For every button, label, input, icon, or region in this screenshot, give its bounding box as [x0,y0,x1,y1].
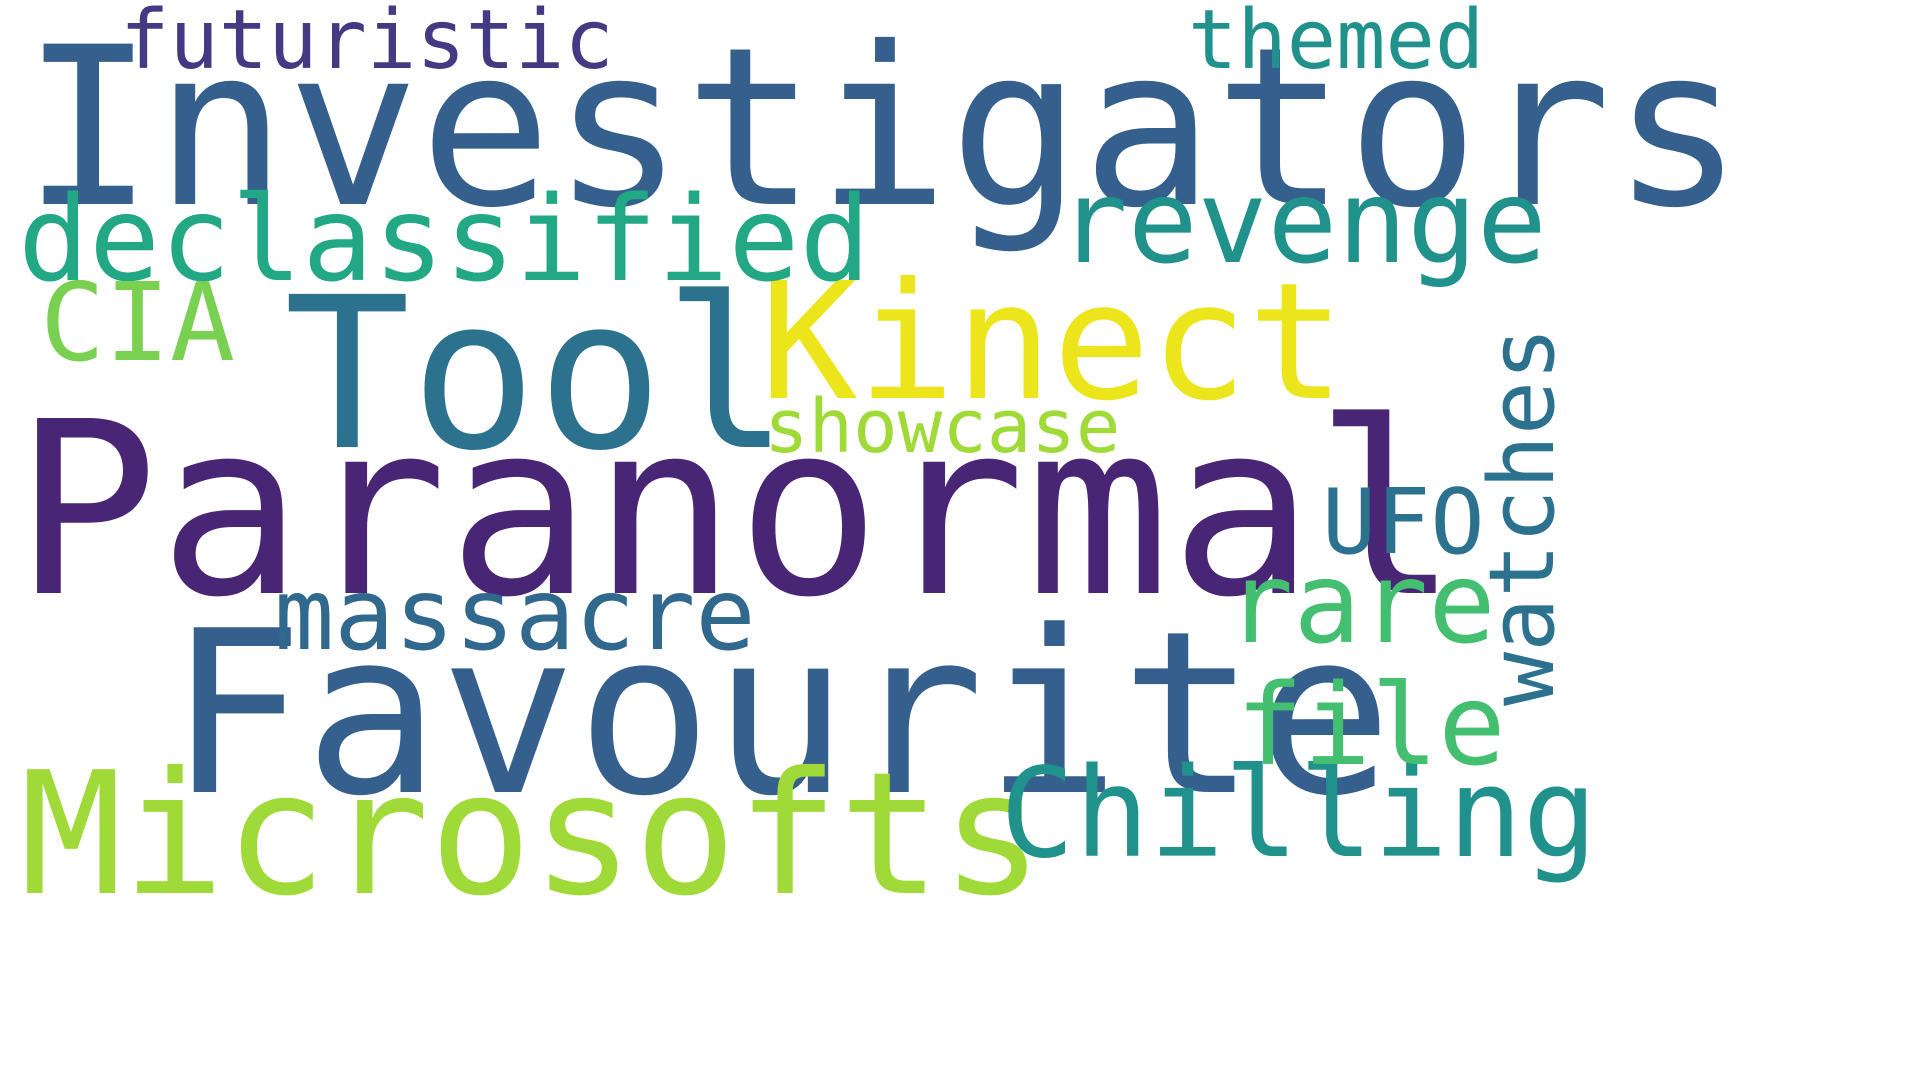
word-tool: Tool [284,252,790,497]
word-kinect: Kinect [760,249,1346,437]
word-ufo: UFO [1322,470,1485,575]
word-massacre: massacre [274,556,756,673]
word-watches: watches [1470,326,1575,706]
word-themed: themed [1188,0,1485,88]
word-file: file [1236,661,1506,791]
word-revenge: revenge [1058,155,1547,290]
word-declassified: declassified [18,170,871,308]
word-futuristic: futuristic [120,0,614,88]
word-investigators: Investigators [22,0,1744,256]
word-paranormal: Paranormal [14,370,1459,650]
word-rare: rare [1226,539,1496,669]
word-favourite: Favourite [168,583,1393,846]
word-chilling: Chilling [1000,742,1598,886]
word-cia: CIA [40,261,236,386]
word-showcase: showcase [764,384,1121,470]
word-microsofts: Microsofts [20,736,1044,934]
